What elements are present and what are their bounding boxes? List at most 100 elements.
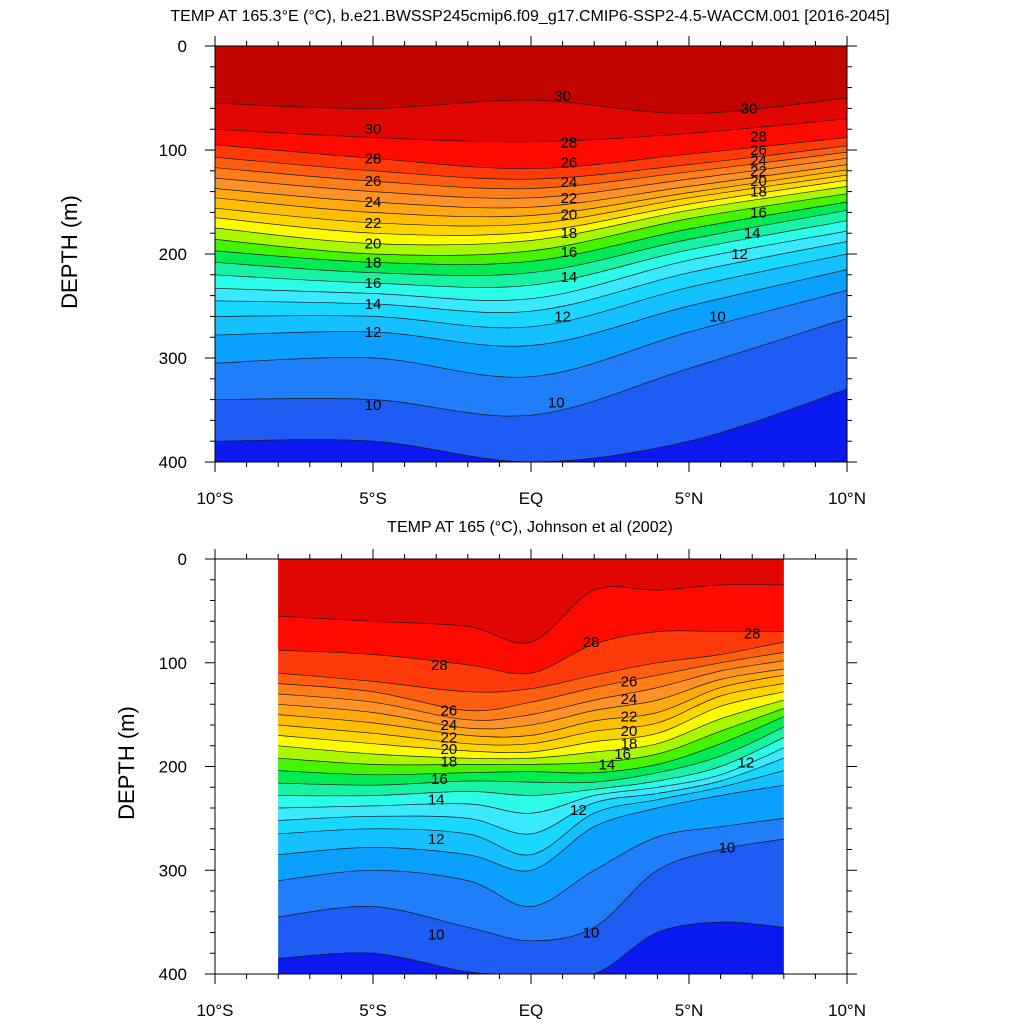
- contour-label: 18: [561, 225, 578, 242]
- isotherm-30C: [215, 97, 847, 114]
- contour-label: 10: [365, 397, 382, 414]
- top-panel-title: TEMP AT 165.3°E (°C), b.e21.BWSSP245cmip…: [170, 8, 889, 25]
- contour-label: 16: [561, 244, 578, 261]
- contour-label: 10: [709, 308, 726, 325]
- isotherm-17C: [215, 209, 847, 276]
- x-tick-label: 10°S: [196, 1001, 233, 1020]
- contour-label: 18: [621, 736, 638, 753]
- contour-label: 28: [365, 150, 382, 167]
- y-tick-label: 0: [178, 37, 187, 56]
- contour-label: 20: [750, 173, 767, 190]
- isotherm-19C: [278, 708, 784, 766]
- contour-label: 16: [750, 204, 767, 221]
- isotherm-13C: [278, 770, 784, 856]
- contour-label: 12: [731, 246, 748, 263]
- contour-label: 22: [440, 729, 457, 746]
- isotherm-24C: [215, 164, 847, 209]
- isotherm-11C: [215, 290, 847, 378]
- contour-label: 24: [365, 194, 382, 211]
- x-tick-label: 5°N: [675, 1001, 704, 1020]
- contour-label: 24: [561, 174, 578, 191]
- isotherm-11C: [278, 818, 784, 907]
- contour-label: 14: [365, 296, 382, 313]
- isotherm-21C: [215, 179, 847, 236]
- isotherm-18C: [278, 716, 784, 776]
- isotherm-19C: [215, 193, 847, 256]
- isotherm-10C: [278, 838, 784, 942]
- contour-label: 14: [598, 756, 615, 773]
- contour-label: 30: [365, 121, 382, 138]
- contour-label: 10: [583, 925, 600, 942]
- isotherm-16C: [278, 737, 784, 797]
- isotherm-23C: [215, 169, 847, 218]
- contour-label: 22: [750, 163, 767, 180]
- contour-label: 22: [365, 215, 382, 232]
- contour-label: 22: [561, 190, 578, 207]
- y-tick-label: 300: [159, 349, 187, 368]
- y-tick-label: 200: [159, 758, 187, 777]
- contour-label: 16: [614, 746, 631, 763]
- contour-label: 10: [548, 395, 565, 412]
- isotherm-10C: [215, 318, 847, 417]
- x-tick-label: 5°N: [675, 489, 704, 508]
- isotherm-23C: [278, 674, 784, 738]
- contour-label: 10: [428, 927, 445, 944]
- bottom-panel: TEMP AT 165 (°C), Johnson et al (2002) D…: [114, 519, 866, 1020]
- isotherm-15C: [278, 747, 784, 814]
- contour-label: 12: [428, 831, 445, 848]
- top-panel: TEMP AT 165.3°E (°C), b.e21.BWSSP245cmip…: [57, 8, 890, 508]
- x-tick-label: 5°S: [359, 1001, 387, 1020]
- isotherm-21C: [278, 691, 784, 754]
- y-tick-label: 0: [178, 550, 187, 569]
- top-panel-plot-area: 3028262422201816141210302826242220181614…: [159, 36, 866, 508]
- contour-label: 28: [583, 634, 600, 651]
- isotherm-20C: [278, 699, 784, 760]
- isotherm-15C: [215, 230, 847, 301]
- contour-label: 28: [561, 135, 578, 152]
- contour-label: 24: [750, 152, 767, 169]
- top-panel-y-axis-label: DEPTH (m): [57, 195, 82, 309]
- isotherm-26C: [215, 151, 847, 190]
- contour-label: 14: [561, 269, 578, 286]
- contour-label: 28: [750, 128, 767, 145]
- contour-label: 24: [621, 691, 638, 708]
- y-tick-label: 300: [159, 861, 187, 880]
- contour-label: 12: [570, 802, 587, 819]
- contour-label: 12: [554, 308, 571, 325]
- x-tick-label: EQ: [519, 489, 544, 508]
- contour-label: 26: [365, 173, 382, 190]
- contour-fill-group: 3028262422201816141210302826242220181614…: [215, 46, 847, 462]
- contour-label: 20: [365, 236, 382, 253]
- isotherm-28C: [278, 630, 784, 675]
- contour-label: 18: [440, 753, 457, 770]
- isotherm-29C: [278, 584, 784, 644]
- isotherm-25C: [215, 157, 847, 199]
- isotherm-12C: [278, 784, 784, 872]
- contour-label: 26: [621, 673, 638, 690]
- isotherm-17C: [278, 726, 784, 786]
- contour-label: 14: [744, 225, 761, 242]
- contour-fill-group: 2826242220181614121028262422201816141210…: [278, 559, 784, 974]
- x-tick-label: 10°N: [828, 1001, 866, 1020]
- isotherm-14C: [215, 241, 847, 313]
- x-tick-label: EQ: [519, 1001, 544, 1020]
- isotherm-27C: [278, 641, 784, 693]
- contour-label: 18: [750, 184, 767, 201]
- contour-label: 20: [621, 723, 638, 740]
- contour-label: 30: [554, 88, 571, 105]
- bottom-panel-title: TEMP AT 165 (°C), Johnson et al (2002): [387, 519, 673, 536]
- contour-label: 16: [365, 275, 382, 292]
- y-tick-label: 400: [159, 453, 187, 472]
- isotherm-9C: [215, 388, 847, 462]
- isotherm-22C: [278, 683, 784, 746]
- y-tick-label: 100: [159, 141, 187, 160]
- isotherm-14C: [278, 757, 784, 835]
- y-tick-label: 200: [159, 245, 187, 264]
- contour-label: 16: [431, 771, 448, 788]
- isotherm-22C: [215, 174, 847, 227]
- contour-label: 26: [750, 142, 767, 159]
- contour-label: 12: [365, 324, 382, 341]
- contour-label: 24: [440, 717, 457, 734]
- isotherm-9C: [278, 921, 784, 974]
- x-tick-label: 5°S: [359, 489, 387, 508]
